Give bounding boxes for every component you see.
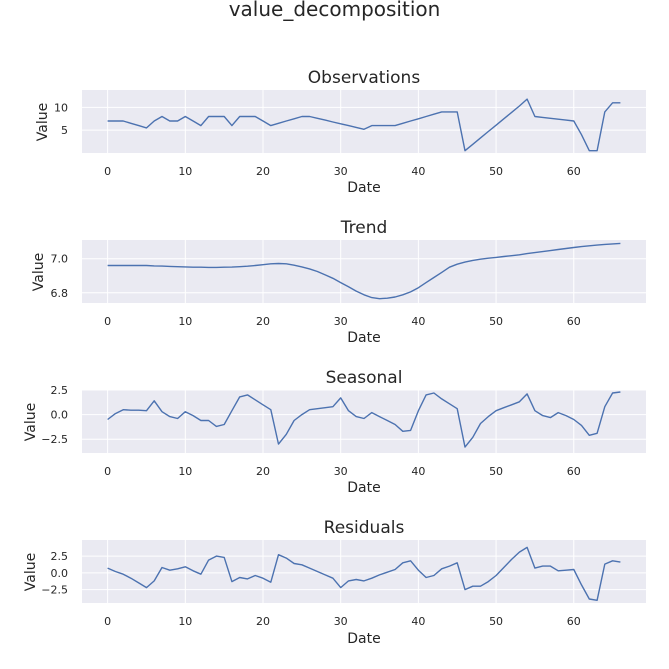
x-tick-label: 30 — [334, 615, 348, 628]
x-axis-label-residuals: Date — [347, 631, 380, 647]
y-axis-label-observations: Value — [35, 103, 51, 141]
panel-trend: Trend 0 10 20 30 40 50 60 6.8 7.0 Date Value — [31, 218, 646, 346]
x-tick-label: 0 — [104, 165, 111, 178]
x-tick-label: 50 — [489, 165, 503, 178]
x-tick-label: 10 — [178, 315, 192, 328]
x-tick-label: 60 — [567, 315, 581, 328]
x-tick-label: 40 — [411, 165, 425, 178]
y-tick-label: 0.0 — [51, 409, 69, 422]
x-tick-label: 30 — [334, 315, 348, 328]
x-axis-label-trend: Date — [347, 330, 380, 346]
x-tick-label: 20 — [256, 465, 270, 478]
y-tick-label: 5 — [61, 124, 68, 137]
x-tick-label: 50 — [489, 315, 503, 328]
x-tick-label: 60 — [567, 465, 581, 478]
y-tick-label: 10 — [54, 101, 68, 114]
x-tick-label: 10 — [178, 165, 192, 178]
x-tick-label: 0 — [104, 465, 111, 478]
panel-observations: Observations 0 10 20 30 40 50 60 5 10 Date Value — [35, 68, 646, 196]
x-axis-label-observations: Date — [347, 180, 380, 196]
panel-residuals: Residuals 0 10 20 30 40 50 60 −2.5 0.0 2.5 Date V… — [23, 518, 646, 647]
x-tick-label: 60 — [567, 615, 581, 628]
x-tick-label: 60 — [567, 165, 581, 178]
seasonal-line — [107, 391, 621, 448]
y-axis-label-trend: Value — [31, 253, 47, 291]
trend-line — [107, 242, 621, 300]
panel-title-observations: Observations — [308, 68, 421, 88]
x-tick-label: 50 — [489, 465, 503, 478]
y-tick-label: −2.5 — [41, 584, 68, 597]
plot-area-residuals — [82, 540, 646, 603]
y-tick-label: 2.5 — [51, 550, 69, 563]
panel-seasonal: Seasonal 0 10 20 30 40 50 60 −2.5 0.0 2.5 Date Va… — [23, 368, 646, 496]
y-tick-label: 0.0 — [51, 567, 69, 580]
figure-title: value_decomposition — [229, 0, 441, 21]
panel-title-residuals: Residuals — [324, 518, 405, 538]
x-tick-label: 30 — [334, 165, 348, 178]
panel-title-seasonal: Seasonal — [326, 368, 403, 388]
x-tick-label: 40 — [411, 615, 425, 628]
observations-line — [107, 98, 621, 152]
x-tick-label: 50 — [489, 615, 503, 628]
x-tick-label: 40 — [411, 465, 425, 478]
y-axis-label-residuals: Value — [23, 553, 39, 591]
x-tick-label: 40 — [411, 315, 425, 328]
x-tick-label: 20 — [256, 315, 270, 328]
x-axis-label-seasonal: Date — [347, 480, 380, 496]
plot-area-observations — [82, 90, 646, 153]
x-tick-label: 10 — [178, 465, 192, 478]
residuals-line — [107, 546, 621, 601]
y-tick-label: 7.0 — [51, 253, 69, 266]
y-tick-label: −2.5 — [41, 433, 68, 446]
x-tick-label: 30 — [334, 465, 348, 478]
plot-area-seasonal — [82, 390, 646, 453]
y-axis-label-seasonal: Value — [23, 403, 39, 441]
x-tick-label: 0 — [104, 615, 111, 628]
x-tick-label: 20 — [256, 615, 270, 628]
x-tick-label: 20 — [256, 165, 270, 178]
panel-title-trend: Trend — [340, 218, 388, 238]
x-tick-label: 10 — [178, 615, 192, 628]
y-tick-label: 6.8 — [51, 287, 69, 300]
x-tick-label: 0 — [104, 315, 111, 328]
y-tick-label: 2.5 — [51, 384, 69, 397]
